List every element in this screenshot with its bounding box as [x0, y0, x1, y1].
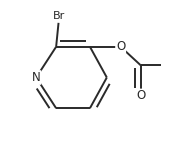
Text: O: O: [116, 40, 125, 53]
Text: N: N: [32, 71, 41, 84]
Text: Br: Br: [53, 11, 65, 21]
Text: O: O: [136, 89, 145, 102]
